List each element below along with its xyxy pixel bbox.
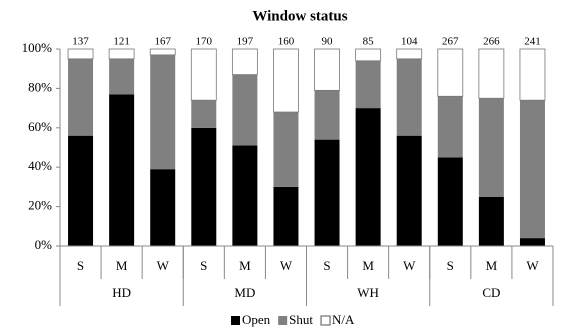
bar-total: 90	[322, 36, 334, 48]
bar-segment	[396, 135, 422, 246]
bar-segment	[314, 48, 340, 91]
bar-segment	[273, 48, 299, 113]
bar-total: 197	[237, 36, 254, 48]
x-tick-label: W	[280, 258, 293, 273]
bar-total: 121	[113, 36, 130, 48]
group-label: HD	[112, 285, 131, 300]
x-tick-label: M	[486, 258, 498, 273]
bar-segment	[68, 58, 94, 136]
x-tick-label: M	[239, 258, 251, 273]
bar-total: 266	[483, 36, 500, 48]
bar-segment	[519, 48, 546, 101]
bar-segment	[355, 60, 381, 109]
y-tick-label: 0%	[35, 237, 53, 252]
bar-total: 104	[401, 36, 418, 48]
bar-segment	[273, 112, 299, 187]
bar-total: 160	[278, 36, 295, 48]
bar-segment	[109, 94, 135, 246]
bar-segment	[314, 90, 340, 140]
bar-segment	[108, 48, 135, 60]
bar-segment	[396, 48, 423, 60]
bar-segment	[150, 54, 176, 170]
bar-segment	[149, 48, 176, 56]
group-label: MD	[234, 285, 255, 300]
bar-segment	[437, 48, 464, 97]
y-tick-label: 60%	[28, 119, 52, 134]
y-tick-label: 20%	[28, 198, 52, 213]
bar-total: 267	[442, 36, 459, 48]
bar-total: 170	[196, 36, 213, 48]
legend-label: N/A	[332, 312, 355, 327]
y-tick-label: 80%	[28, 79, 52, 94]
bar-segment	[231, 48, 258, 76]
bar-segment	[478, 98, 504, 197]
y-tick-label: 40%	[28, 158, 52, 173]
x-tick-label: W	[157, 258, 170, 273]
bar-segment	[109, 58, 135, 95]
x-tick-label: W	[526, 258, 539, 273]
legend-swatch	[320, 315, 331, 326]
x-tick-label: S	[447, 258, 454, 273]
bar-segment	[355, 48, 382, 62]
bar-segment	[150, 169, 176, 246]
bar-segment	[314, 139, 340, 246]
bar-segment	[519, 238, 545, 246]
bar-total: 241	[524, 36, 541, 48]
legend-swatch	[278, 316, 288, 325]
bar-segment	[232, 74, 258, 146]
bar-segment	[478, 48, 505, 99]
bar-segment	[396, 58, 422, 136]
x-tick-label: M	[116, 258, 128, 273]
bar-segment	[519, 100, 545, 239]
bar-segment	[191, 100, 217, 128]
bar-segment	[355, 108, 381, 246]
legend-label: Shut	[289, 312, 313, 327]
group-label: CD	[482, 285, 500, 300]
x-tick-label: S	[323, 258, 330, 273]
x-tick-label: M	[362, 258, 374, 273]
x-tick-label: S	[77, 258, 84, 273]
x-tick-label: W	[403, 258, 416, 273]
bar-total: 85	[363, 36, 375, 48]
chart-title: Window status	[252, 8, 347, 24]
bar-segment	[273, 186, 299, 246]
legend-swatch	[231, 316, 240, 325]
x-tick-label: S	[200, 258, 207, 273]
bar-segment	[67, 48, 94, 60]
bar-segment	[232, 145, 258, 246]
legend-label: Open	[242, 312, 271, 327]
bar-total: 167	[154, 36, 171, 48]
bar-total: 137	[72, 36, 89, 48]
bar-segment	[190, 48, 217, 101]
y-tick-label: 100%	[22, 40, 53, 55]
bar-segment	[478, 196, 504, 246]
bar-segment	[437, 157, 463, 246]
bar-segment	[68, 135, 94, 246]
group-label: WH	[357, 285, 379, 300]
bar-segment	[191, 127, 217, 246]
bar-segment	[437, 96, 463, 158]
